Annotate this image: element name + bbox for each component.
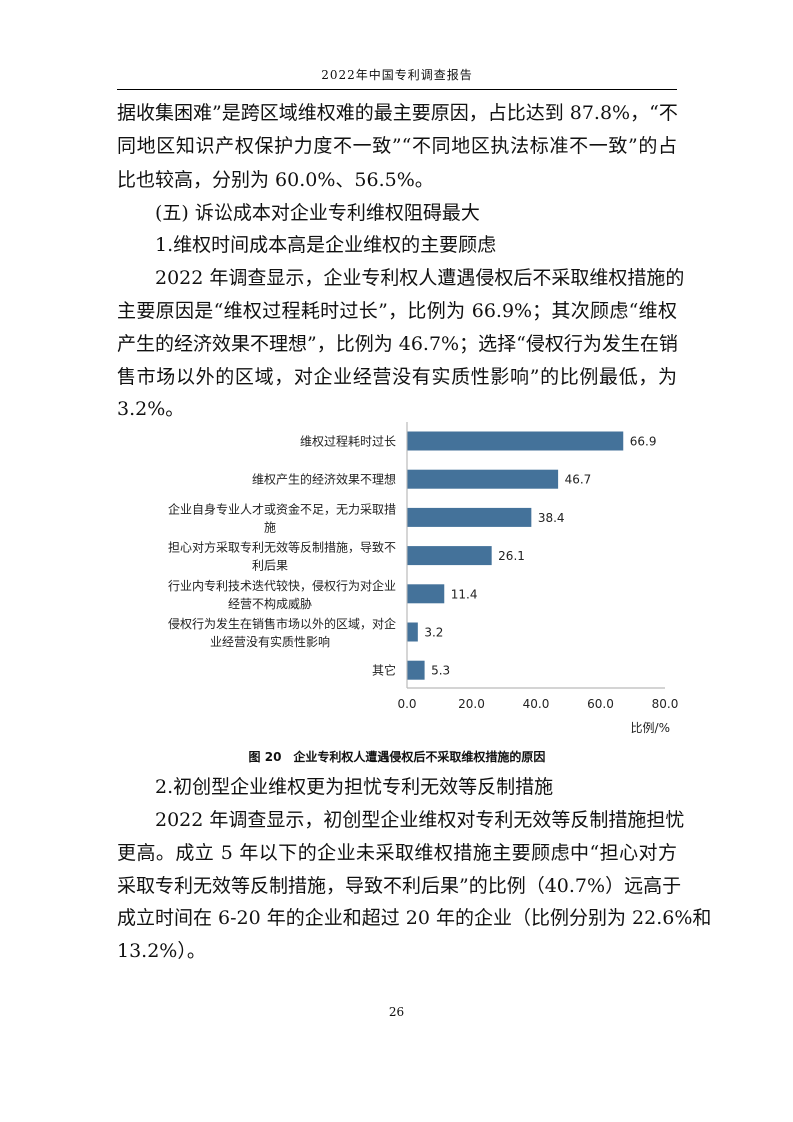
bar-value-label: 46.7 (565, 473, 592, 487)
text-line: 同地区知识产权保护力度不一致”“不同地区执法标准不一致”的占 (117, 135, 677, 157)
bar (407, 660, 425, 680)
figure-caption: 图 20 企业专利权人遭遇侵权后不采取维权措施的原因 (248, 750, 546, 764)
bar (407, 546, 492, 566)
text-line: 2022 年调查显示，初创型企业维权对专利无效等反制措施担忧 (155, 809, 685, 831)
category-label: 利后果 (252, 559, 288, 573)
subsection-heading: 2.初创型企业维权更为担忧专利无效等反制措施 (155, 776, 554, 798)
bar (407, 469, 559, 489)
category-label: 担心对方采取专利无效等反制措施，导致不 (168, 540, 396, 555)
text-line: 更高。成立 5 年以下的企业未采取维权措施主要顾虑中“担心对方 (117, 842, 677, 864)
text-line: 13.2%）。 (117, 940, 206, 962)
category-label: 经营不构成威胁 (228, 596, 312, 611)
text-line: 产生的经济效果不理想”，比例为 46.7%；选择“侵权行为发生在销 (117, 333, 678, 355)
section-heading: (五) 诉讼成本对企业专利维权阻碍最大 (155, 202, 480, 224)
bar-value-label: 3.2 (424, 626, 443, 640)
x-tick-label: 60.0 (587, 697, 614, 711)
category-label: 维权产生的经济效果不理想 (252, 472, 396, 487)
text-line: 2022 年调查显示，企业专利权人遭遇侵权后不采取维权措施的 (155, 267, 685, 289)
text-line: 比也较高，分别为 60.0%、56.5%。 (117, 169, 434, 191)
category-label: 行业内专利技术迭代较快，侵权行为对企业 (168, 578, 396, 593)
x-axis-title: 比例/% (631, 721, 670, 735)
text-line: 售市场以外的区域，对企业经营没有实质性影响”的比例最低，为 (117, 366, 677, 388)
text-line: 采取专利无效等反制措施，导致不利后果”的比例（40.7%）远高于 (117, 875, 682, 897)
x-tick-label: 20.0 (458, 697, 485, 711)
bar-chart: 66.9 维权过程耗时过长 46.7 维权产生的经济效果不理想 38.4 企业自身专业人才… (168, 422, 679, 735)
bar (407, 507, 532, 527)
text-line: 据收集困难”是跨区域维权难的最主要原因，占比达到 87.8%，“不 (117, 102, 678, 124)
x-tick-label: 80.0 (652, 697, 679, 711)
text-line: 3.2%。 (117, 398, 185, 420)
page-number: 26 (388, 1005, 405, 1019)
bar-value-label: 38.4 (538, 511, 565, 525)
text-line: 主要原因是“维权过程耗时过长”，比例为 66.9%；其次顾虑“维权 (117, 300, 677, 322)
bar-value-label: 26.1 (498, 549, 525, 563)
text-line: 成立时间在 6-20 年的企业和超过 20 年的企业（比例分别为 22.6%和 (117, 907, 712, 929)
x-tick-label: 0.0 (397, 697, 416, 711)
bar (407, 584, 445, 604)
x-tick-label: 40.0 (523, 697, 550, 711)
category-label: 施 (264, 520, 276, 534)
category-label: 侵权行为发生在销售市场以外的区域，对企 (168, 616, 396, 631)
subsection-heading: 1.维权时间成本高是企业维权的主要顾虑 (155, 234, 497, 256)
bar-value-label: 66.9 (630, 435, 657, 449)
category-label: 维权过程耗时过长 (300, 434, 396, 449)
running-header: 2022年中国专利调查报告 (321, 68, 473, 82)
category-label: 业经营没有实质性影响 (210, 634, 330, 649)
category-label: 其它 (372, 663, 396, 678)
bar-value-label: 11.4 (451, 587, 478, 601)
header-rule (117, 89, 677, 90)
bar-value-label: 5.3 (431, 664, 450, 678)
bar (407, 622, 418, 642)
bar (407, 431, 624, 451)
category-label: 企业自身专业人才或资金不足，无力采取措 (168, 501, 396, 516)
